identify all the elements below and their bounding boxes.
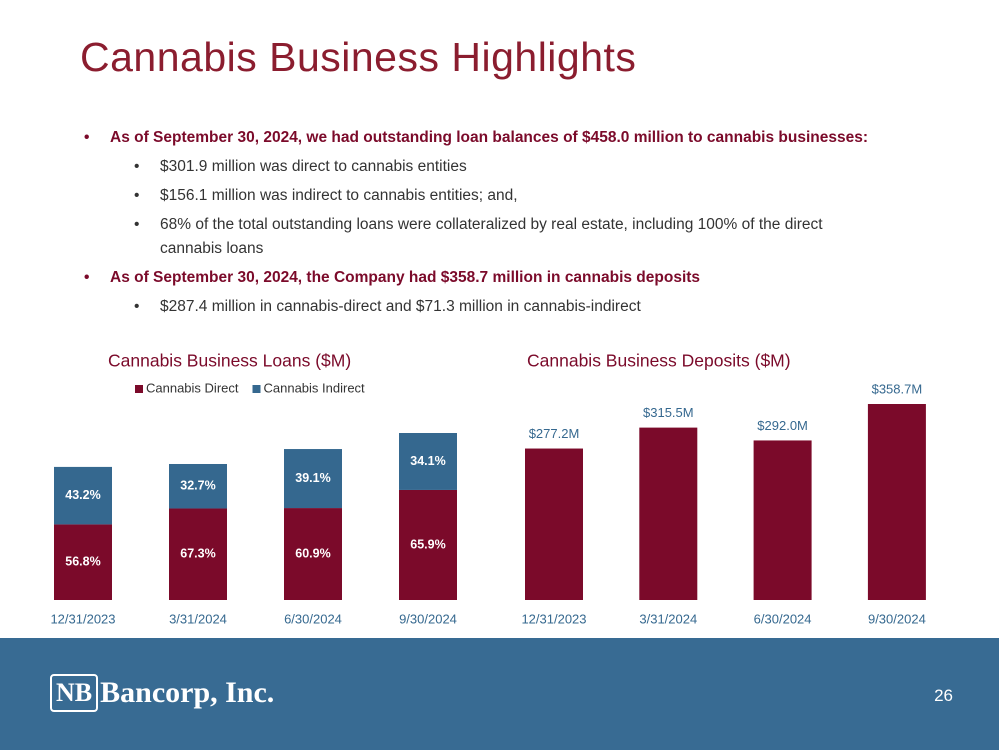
- chart-title: Cannabis Business Loans ($M): [108, 351, 351, 371]
- bar-segment: [169, 463, 227, 509]
- bar: [639, 427, 698, 600]
- chart-title: Cannabis Business Deposits ($M): [527, 351, 791, 371]
- bar-segment: [399, 433, 457, 490]
- sub-bullet: 68% of the total outstanding loans were …: [110, 213, 884, 261]
- bullet-text: As of September 30, 2024, we had outstan…: [110, 129, 869, 146]
- x-tick-label: 12/31/2023: [50, 611, 115, 626]
- data-label: 39.1%: [295, 471, 330, 485]
- sub-bullet: $156.1 million was indirect to cannabis …: [110, 184, 884, 208]
- page-number: 26: [934, 686, 953, 705]
- bar: [753, 440, 812, 600]
- data-label: $315.5M: [643, 405, 694, 420]
- x-tick-label: 12/31/2023: [521, 611, 586, 626]
- data-label: $277.2M: [529, 426, 580, 441]
- bullet: As of September 30, 2024, we had outstan…: [84, 126, 884, 261]
- data-label: 60.9%: [295, 546, 330, 560]
- sub-bullet-list: $287.4 million in cannabis-direct and $7…: [110, 295, 884, 319]
- bullet-list: As of September 30, 2024, we had outstan…: [84, 121, 884, 319]
- sub-bullet: $301.9 million was direct to cannabis en…: [110, 155, 884, 179]
- bar-segment: [54, 524, 112, 600]
- data-label: 32.7%: [180, 479, 215, 493]
- data-label: 56.8%: [65, 554, 100, 568]
- x-tick-label: 6/30/2024: [754, 611, 812, 626]
- legend-swatch: [135, 385, 143, 393]
- legend-swatch: [252, 385, 261, 393]
- legend-label: Cannabis Direct: [146, 380, 239, 395]
- bar-segment: [54, 466, 112, 525]
- x-tick-label: 9/30/2024: [399, 611, 457, 626]
- bar: [525, 448, 583, 600]
- x-tick-label: 3/31/2024: [639, 611, 697, 626]
- data-label: 67.3%: [180, 547, 215, 561]
- charts: Cannabis Business Loans ($M) 12/31/2023 3/…: [50, 351, 926, 626]
- x-tick-label: 6/30/2024: [284, 611, 342, 626]
- bullet: As of September 30, 2024, the Company ha…: [84, 266, 884, 319]
- bar-segment: [284, 508, 342, 600]
- sub-bullet: $287.4 million in cannabis-direct and $7…: [110, 295, 884, 319]
- sub-bullet-list: $301.9 million was direct to cannabis en…: [110, 155, 884, 261]
- logo: NB Bancorp, Inc.: [50, 668, 274, 718]
- data-label: 65.9%: [410, 537, 445, 551]
- data-label: $358.7M: [872, 381, 923, 396]
- bullet-text: As of September 30, 2024, the Company ha…: [110, 269, 701, 286]
- logo-text: Bancorp, Inc.: [100, 676, 275, 709]
- x-tick-label: 3/31/2024: [169, 611, 227, 626]
- data-label: $292.0M: [757, 418, 808, 433]
- logo-mark: NB: [50, 674, 99, 712]
- footer: NB Bancorp, Inc. 26: [0, 638, 999, 750]
- bar-segment: [284, 449, 342, 509]
- bar-segment: [399, 489, 457, 600]
- slide-title: Cannabis Business Highlights: [80, 34, 637, 80]
- data-label: 43.2%: [65, 488, 100, 502]
- data-label: 34.1%: [410, 454, 445, 468]
- legend-label: Cannabis Indirect: [264, 380, 366, 395]
- bar: [867, 404, 926, 600]
- x-tick-label: 9/30/2024: [868, 611, 926, 626]
- bar-segment: [169, 508, 227, 600]
